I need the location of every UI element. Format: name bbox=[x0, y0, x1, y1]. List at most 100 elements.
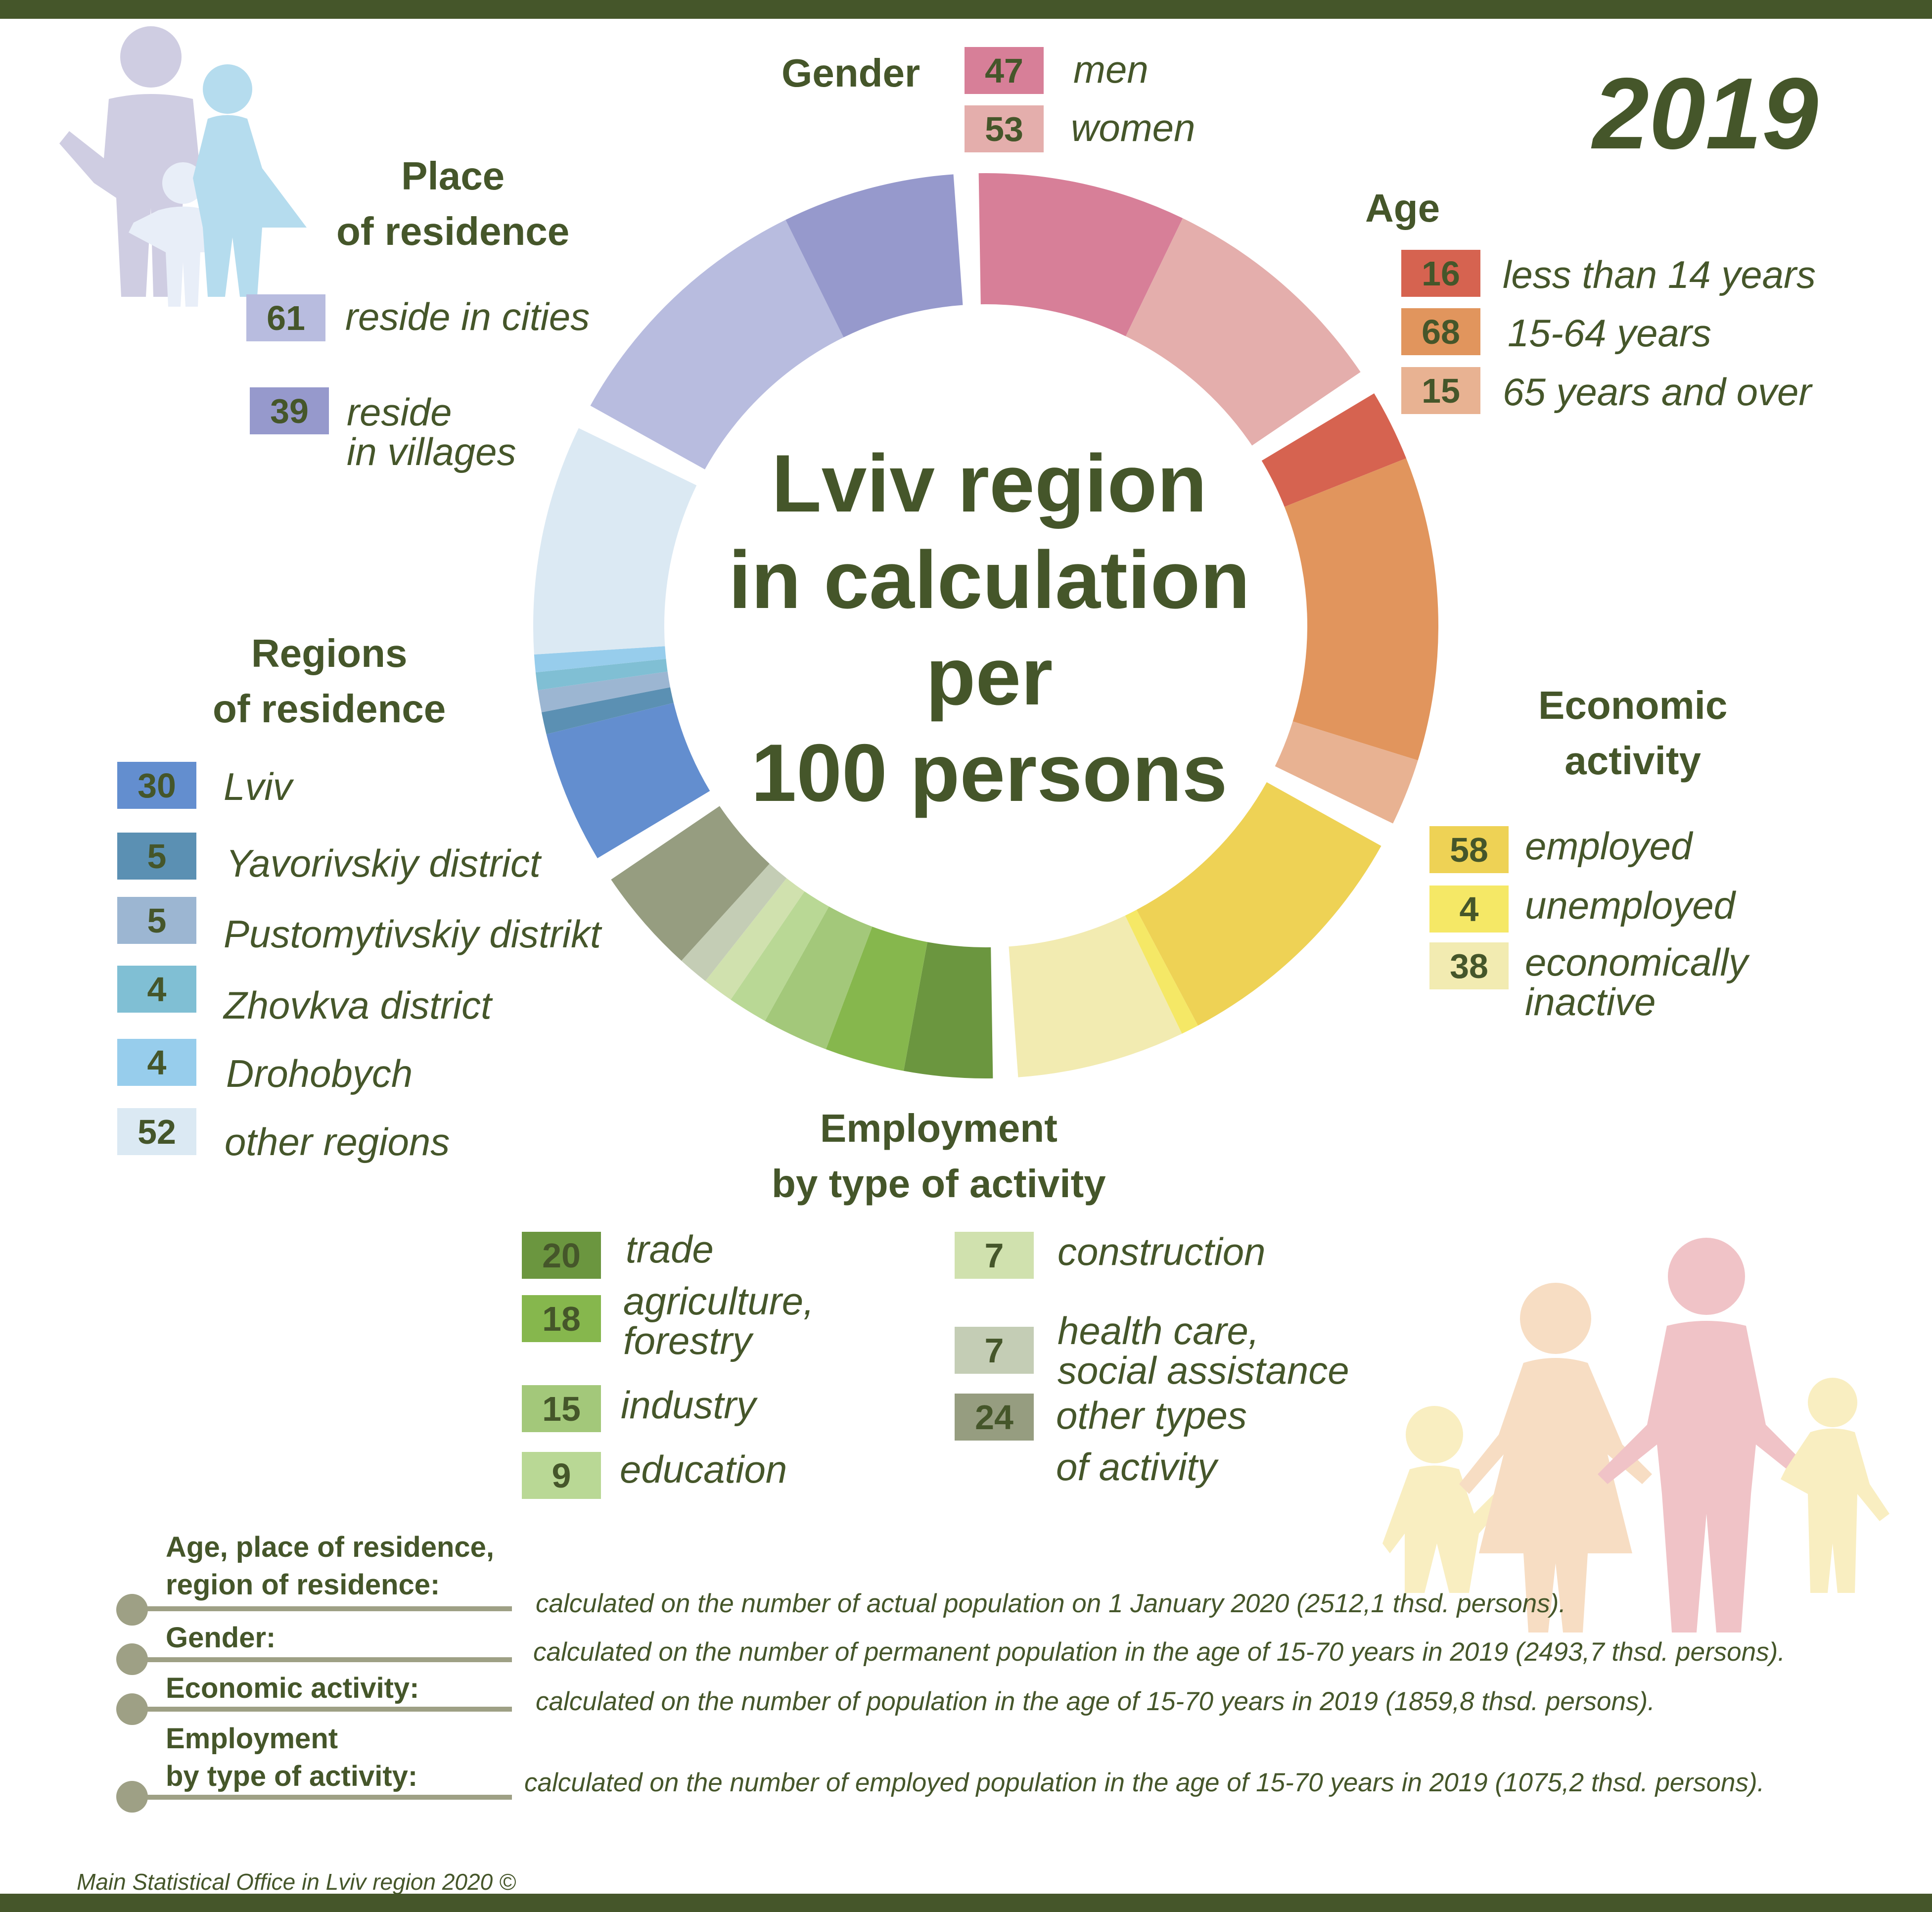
header-line-1: Place bbox=[401, 154, 505, 198]
value-box: 5 bbox=[117, 897, 196, 944]
donut-segment-2-2 bbox=[1009, 915, 1182, 1077]
value-box: 16 bbox=[1401, 250, 1480, 297]
note-label-line-1: Gender: bbox=[166, 1622, 276, 1654]
item-label: 15-64 years bbox=[1508, 311, 1711, 355]
value-box: 7 bbox=[955, 1232, 1034, 1279]
value-box: 24 bbox=[955, 1394, 1034, 1441]
item-label-line-2: of activity bbox=[1056, 1445, 1217, 1489]
item-label: health care, social assistance bbox=[1058, 1311, 1349, 1390]
donut-segments bbox=[533, 173, 1438, 1078]
donut-segment-3-0 bbox=[903, 942, 993, 1078]
item-label: Lviv bbox=[224, 765, 292, 808]
donut-segment-2-1 bbox=[1125, 910, 1198, 1034]
header-line-2: of residence bbox=[213, 687, 446, 731]
age-header: Age bbox=[1365, 186, 1440, 230]
note-text-employment: calculated on the number of employed pop… bbox=[524, 1768, 1765, 1797]
woman-figure-icon bbox=[1459, 1283, 1652, 1632]
value-box: 4 bbox=[117, 1039, 196, 1086]
value-box: 18 bbox=[522, 1295, 601, 1342]
item-label: economically inactive bbox=[1525, 942, 1748, 1022]
note-divider bbox=[131, 1606, 512, 1611]
value-box: 4 bbox=[117, 966, 196, 1013]
donut-segment-3-5 bbox=[681, 864, 787, 981]
woman-figure-icon bbox=[193, 64, 307, 297]
note-bullet-dot bbox=[116, 1643, 148, 1675]
chart-title-line-4: 100 persons bbox=[751, 727, 1228, 818]
note-divider bbox=[131, 1795, 512, 1800]
donut-segment-5-1 bbox=[785, 174, 963, 338]
donut-segment-3-3 bbox=[731, 891, 829, 1021]
item-label: reside in cities bbox=[345, 295, 590, 338]
item-label: 65 years and over bbox=[1503, 370, 1812, 414]
item-label: industry bbox=[621, 1383, 756, 1427]
note-text-age-residence: calculated on the number of actual popul… bbox=[536, 1589, 1566, 1618]
donut-segment-4-5 bbox=[533, 428, 697, 655]
place-of-residence-header: Place of residence bbox=[336, 148, 569, 259]
gender-header: Gender bbox=[782, 51, 920, 95]
economic-activity-header: Economic activity bbox=[1538, 678, 1727, 789]
value-box: 39 bbox=[250, 387, 329, 434]
header-line-1: Economic bbox=[1538, 683, 1728, 727]
donut-segment-1-1 bbox=[1284, 458, 1438, 761]
item-label: women bbox=[1071, 106, 1196, 149]
value-box: 15 bbox=[522, 1385, 601, 1432]
top-border-bar bbox=[0, 0, 1932, 19]
donut-segment-4-0 bbox=[546, 702, 710, 858]
note-label-gender: Gender: bbox=[166, 1619, 276, 1657]
donut-segment-1-0 bbox=[1261, 393, 1407, 507]
item-label-line-2: in villages bbox=[347, 430, 516, 473]
note-label-line-2: by type of activity: bbox=[166, 1760, 418, 1792]
header-line-2: activity bbox=[1564, 739, 1701, 783]
note-label-age-residence: Age, place of residence, region of resid… bbox=[166, 1529, 494, 1604]
note-label-line-1: Employment bbox=[166, 1723, 338, 1755]
item-label: construction bbox=[1058, 1230, 1266, 1273]
item-label-line-1: reside bbox=[347, 390, 452, 434]
value-box: 20 bbox=[522, 1232, 601, 1279]
item-label: other types of activity bbox=[1056, 1390, 1247, 1492]
item-label: employed bbox=[1525, 824, 1693, 868]
item-label: education bbox=[620, 1447, 787, 1491]
value-box: 15 bbox=[1401, 367, 1480, 414]
item-label-line-2: inactive bbox=[1525, 980, 1656, 1024]
value-box: 4 bbox=[1429, 886, 1509, 933]
value-box: 30 bbox=[117, 762, 196, 809]
chart-title-line-1: Lviv region bbox=[771, 438, 1207, 529]
value-box: 7 bbox=[955, 1327, 1034, 1374]
note-bullet-dot bbox=[116, 1781, 148, 1813]
item-label-line-1: health care, bbox=[1058, 1309, 1259, 1352]
chart-title-line-2: in calculation bbox=[728, 534, 1250, 625]
donut-segment-4-4 bbox=[534, 646, 666, 673]
donut-segment-3-4 bbox=[705, 878, 805, 1000]
value-box: 47 bbox=[965, 47, 1044, 94]
value-box: 9 bbox=[522, 1452, 601, 1499]
item-label: reside in villages bbox=[347, 392, 516, 471]
item-label: Yavorivskiy district bbox=[226, 841, 541, 885]
item-label: Pustomytivskiy distrikt bbox=[224, 912, 601, 956]
note-label-line-1: Economic activity: bbox=[166, 1672, 419, 1704]
item-label-line-1: other types bbox=[1056, 1394, 1247, 1437]
source-credit: Main Statistical Office in Lviv region 2… bbox=[77, 1869, 516, 1895]
item-label: trade bbox=[626, 1227, 714, 1271]
donut-segment-3-2 bbox=[765, 906, 873, 1050]
note-label-line-2: region of residence: bbox=[166, 1569, 440, 1601]
note-bullet-dot bbox=[116, 1594, 148, 1626]
item-label-line-1: agriculture, bbox=[623, 1279, 814, 1323]
header-line-2: by type of activity bbox=[772, 1162, 1106, 1206]
item-label: other regions bbox=[225, 1120, 450, 1164]
chart-title: Lviv region in calculation per 100 perso… bbox=[717, 435, 1261, 821]
header-line-1: Employment bbox=[820, 1106, 1058, 1150]
item-label-line-2: forestry bbox=[623, 1319, 752, 1362]
donut-segment-4-2 bbox=[538, 671, 670, 712]
item-label: Zhovkva district bbox=[224, 983, 492, 1027]
donut-segment-3-6 bbox=[611, 806, 770, 961]
regions-header: Regions of residence bbox=[213, 626, 446, 737]
donut-segment-1-2 bbox=[1275, 721, 1418, 824]
note-bullet-dot bbox=[116, 1693, 148, 1725]
bottom-border-bar bbox=[0, 1894, 1932, 1912]
item-label-line-2: social assistance bbox=[1058, 1349, 1349, 1392]
man-figure-icon bbox=[1598, 1238, 1815, 1632]
child-figure-icon bbox=[129, 162, 213, 307]
value-box: 53 bbox=[965, 105, 1044, 152]
header-line-1: Regions bbox=[251, 631, 408, 675]
